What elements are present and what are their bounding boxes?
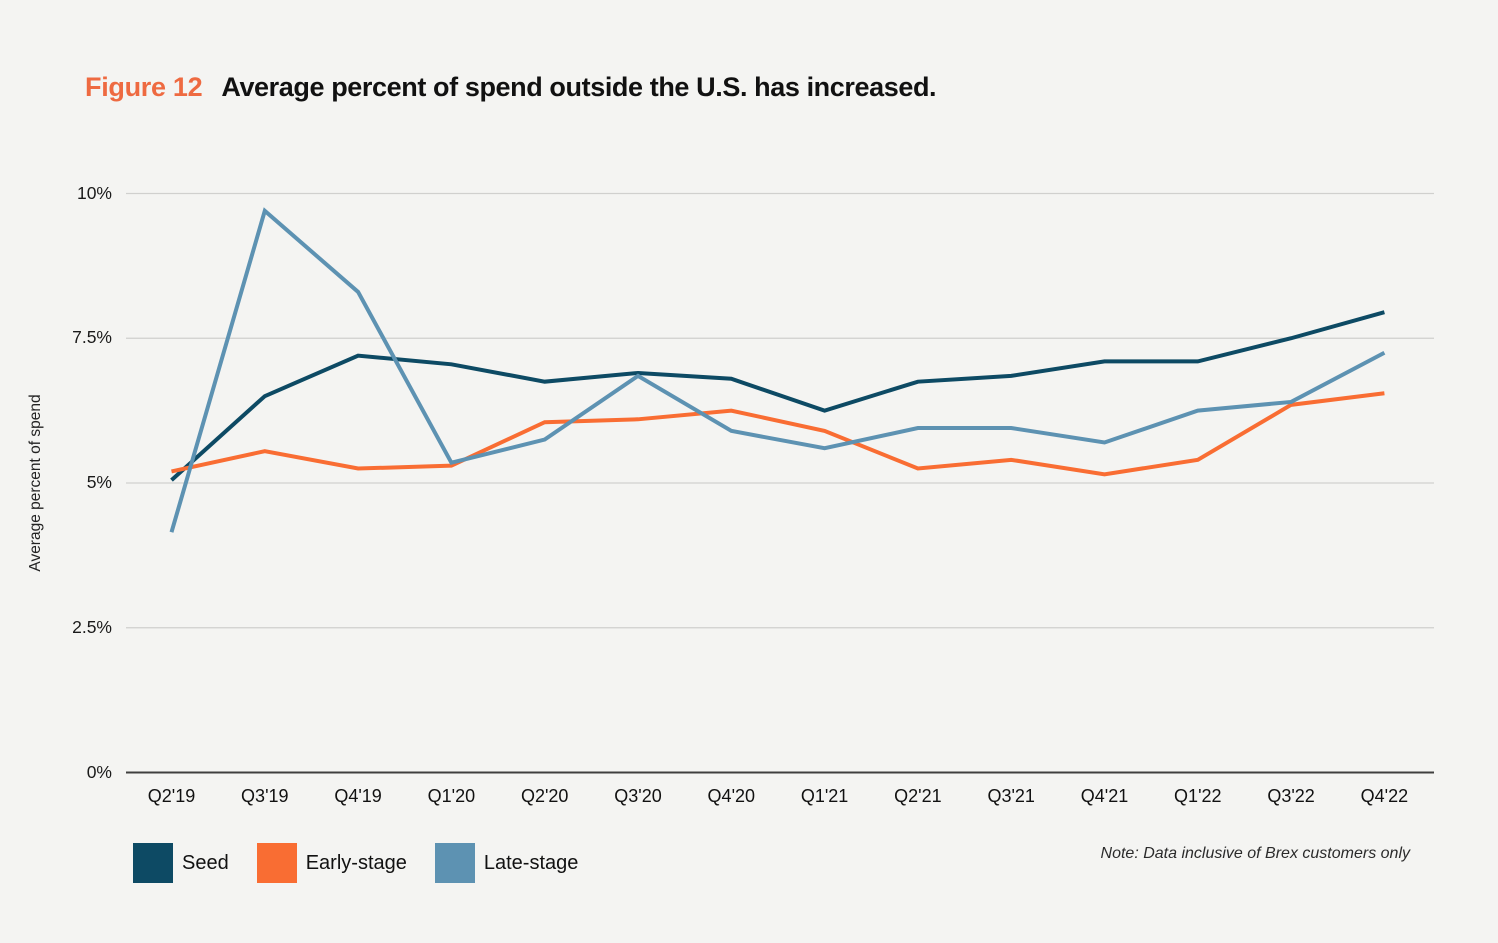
- legend-item-early-stage: Early-stage: [256, 843, 407, 883]
- x-tick-label: Q3'22: [1267, 786, 1315, 806]
- x-tick-label: Q2'21: [894, 786, 942, 806]
- figure-number-label: Figure 12: [85, 72, 203, 102]
- y-tick-label: 2.5%: [72, 616, 112, 637]
- x-tick-label: Q3'20: [614, 786, 662, 806]
- x-tick-label: Q1'20: [427, 786, 476, 806]
- x-tick-label: Q1'22: [1174, 786, 1222, 806]
- x-tick-label: Q4'20: [707, 786, 756, 806]
- legend-item-late-stage: Late-stage: [434, 843, 579, 883]
- x-tick-label: Q1'21: [800, 786, 849, 806]
- x-tick-label: Q3'21: [987, 786, 1035, 806]
- legend-label: Seed: [182, 851, 229, 874]
- y-tick-label: 0%: [86, 761, 112, 782]
- series-line-seed: [170, 310, 1385, 482]
- chart-legend: Seed Early-stage Late-stage: [133, 843, 578, 883]
- x-tick-label: Q4'21: [1080, 786, 1129, 806]
- figure-title: Figure 12 Average percent of spend outsi…: [85, 72, 937, 103]
- x-tick-label: Q2'20: [520, 786, 569, 806]
- y-axis-title: Average percent of spend: [27, 394, 44, 572]
- figure-title-text: Average percent of spend outside the U.S…: [221, 72, 937, 102]
- legend-swatch-icon: [434, 843, 475, 883]
- series-line-late-stage: [169, 207, 1386, 533]
- chart-note: Note: Data inclusive of Brex customers o…: [1100, 845, 1410, 862]
- x-tick-label: Q3'19: [241, 786, 289, 806]
- x-tick-label: Q4'22: [1360, 786, 1409, 806]
- y-axis-ticks: 0% 2.5% 5% 7.5% 10%: [0, 0, 112, 943]
- legend-label: Early-stage: [305, 851, 407, 874]
- legend-swatch-icon: [256, 843, 297, 883]
- legend-swatch-icon: [133, 843, 173, 883]
- series-line-early-stage: [171, 391, 1385, 477]
- y-tick-label: 7.5%: [72, 327, 112, 348]
- legend-item-seed: Seed: [133, 843, 229, 883]
- y-tick-label: 5%: [86, 472, 112, 492]
- x-tick-label: Q4'19: [334, 786, 382, 806]
- legend-label: Late-stage: [483, 851, 579, 874]
- y-tick-label: 10%: [76, 182, 112, 203]
- x-tick-label: Q2'19: [147, 786, 196, 806]
